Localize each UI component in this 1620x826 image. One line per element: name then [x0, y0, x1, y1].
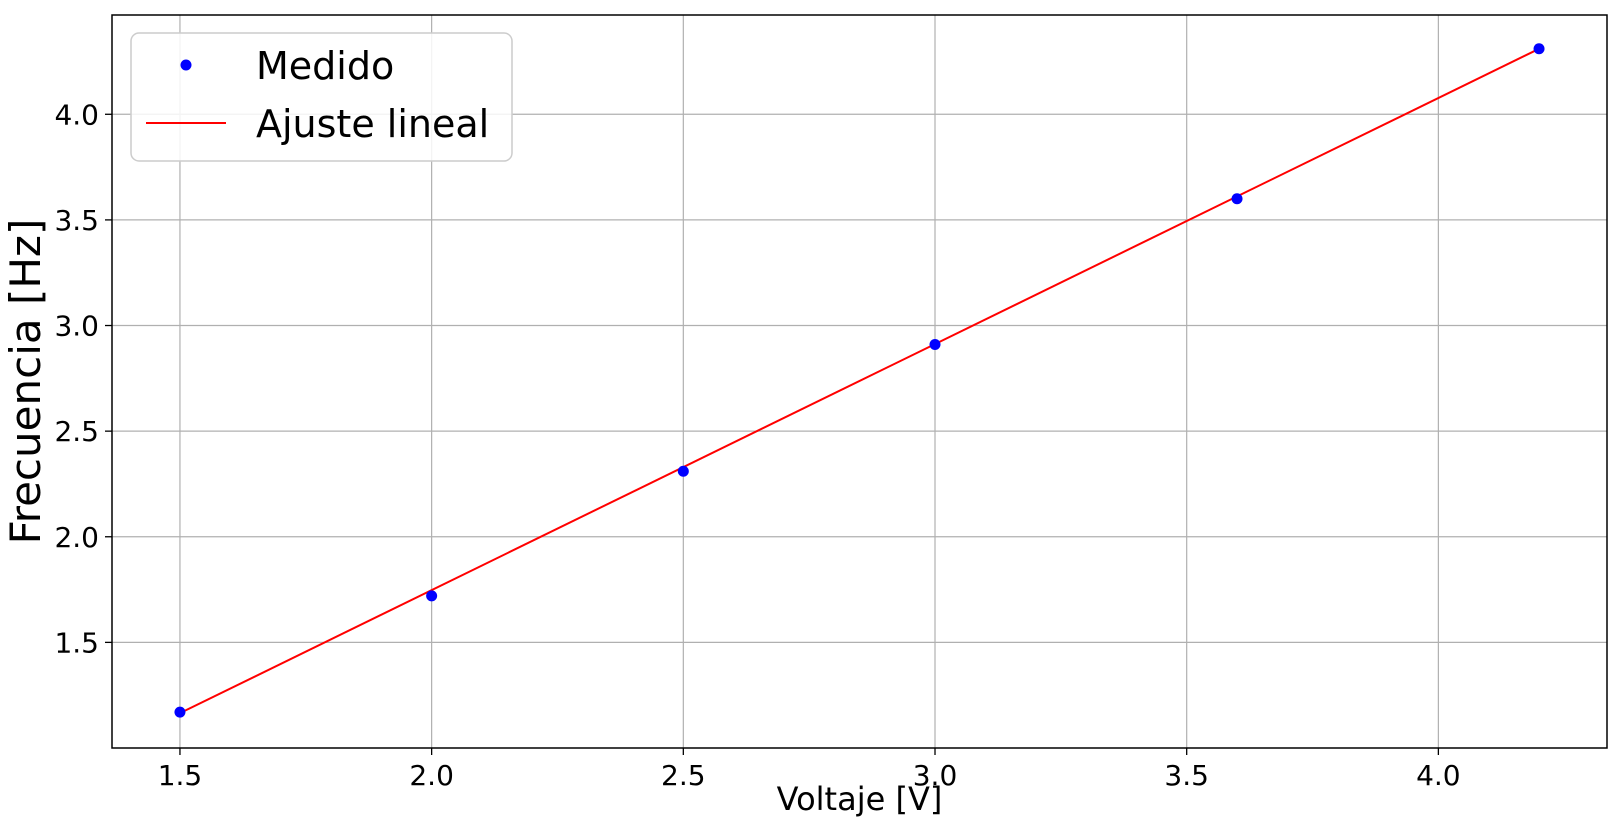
data-point [174, 706, 186, 718]
fit-line [179, 47, 1540, 715]
x-axis-label: Voltaje [V] [777, 780, 943, 818]
data-point [1533, 43, 1545, 55]
y-tick-label: 2.5 [54, 415, 99, 448]
y-tick-label: 3.5 [54, 204, 99, 237]
legend-label-medido: Medido [256, 44, 394, 88]
x-tick-label: 1.5 [158, 759, 203, 792]
y-tick-label: 4.0 [54, 98, 99, 131]
x-tick-label: 3.5 [1164, 759, 1209, 792]
y-axis-label: Frecuencia [Hz] [1, 219, 50, 545]
data-point [1231, 193, 1243, 205]
axis-ticks: 1.5 2.0 2.5 3.0 3.5 4.0 1.5 2.0 2.5 3.0 3.5 4.0 [54, 98, 1460, 792]
x-tick-label: 2.5 [661, 759, 706, 792]
plot-series [174, 43, 1545, 718]
legend-box [130, 32, 513, 162]
plot-frame [111, 14, 1608, 749]
legend-marker-medido [180, 59, 192, 71]
x-tick-label: 2.0 [409, 759, 454, 792]
data-point [426, 590, 438, 602]
data-point [929, 339, 941, 351]
x-tick-label: 4.0 [1416, 759, 1461, 792]
x-tick-label: 3.0 [913, 759, 958, 792]
data-point [677, 465, 689, 477]
y-tick-label: 1.5 [54, 626, 99, 659]
legend: Medido Ajuste lineal [130, 32, 513, 162]
y-tick-label: 2.0 [54, 521, 99, 554]
legend-label-ajuste: Ajuste lineal [256, 102, 489, 146]
y-tick-label: 3.0 [54, 310, 99, 343]
